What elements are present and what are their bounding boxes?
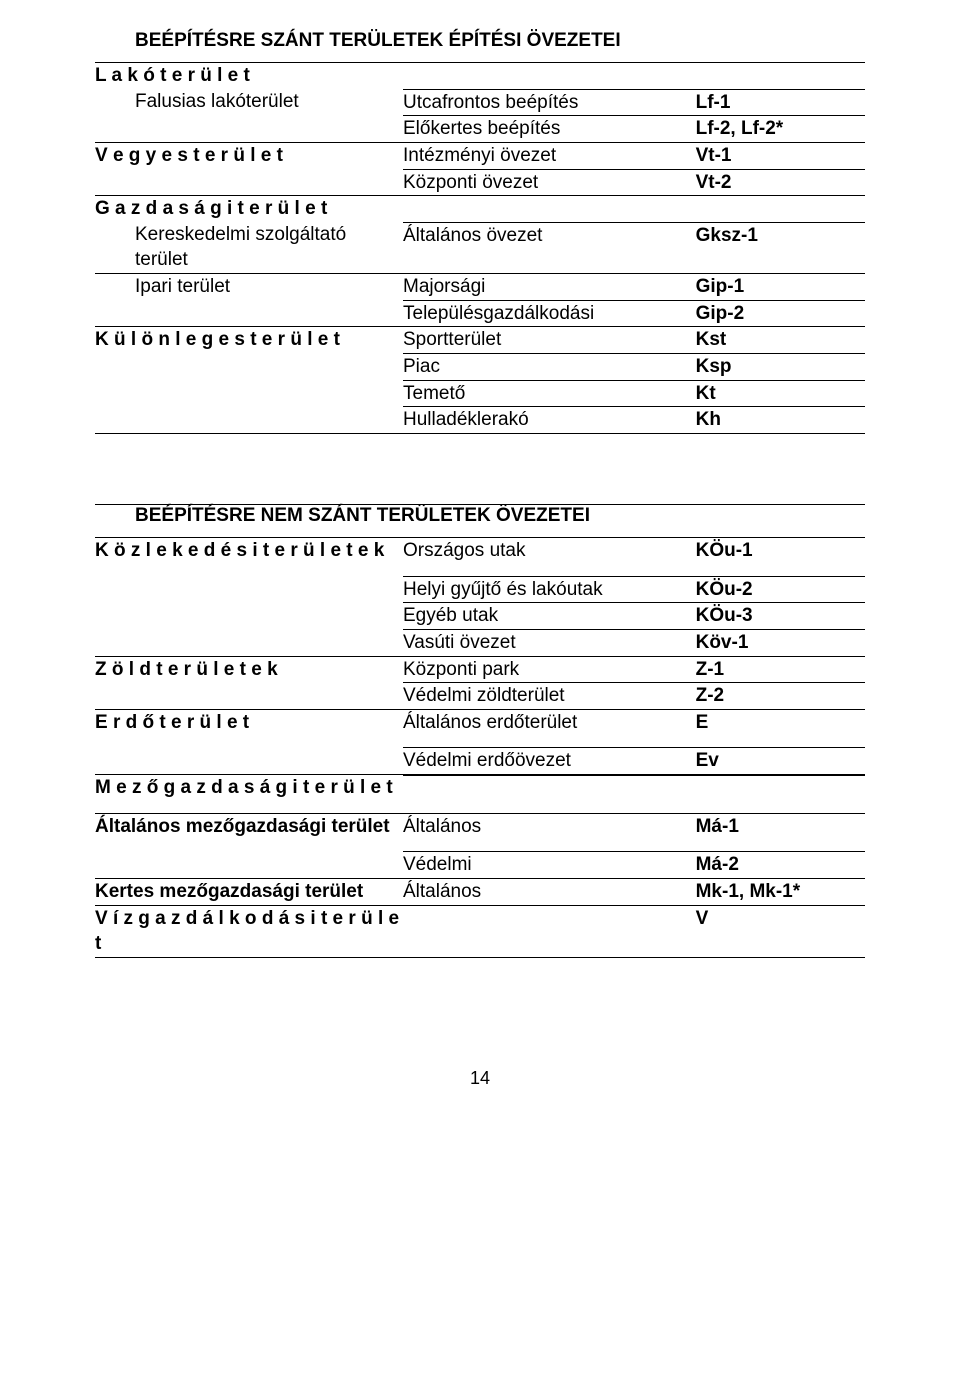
cell-code: Lf-2, Lf-2* <box>696 115 865 142</box>
cell-code: Má-1 <box>696 814 865 840</box>
cell-desc: Helyi gyűjtő és lakóutak <box>403 576 696 603</box>
cell-code: KÖu-1 <box>696 538 865 564</box>
cell-label: Általános mezőgazdasági terület <box>95 814 403 840</box>
cell-code: E <box>696 710 865 736</box>
cell-desc: Központi övezet <box>403 169 696 196</box>
cell-code: Má-2 <box>696 851 865 878</box>
cell-desc: Piac <box>403 353 696 380</box>
cell-label: M e z ő g a z d a s á g i t e r ü l e t <box>95 775 403 801</box>
cell-code: KÖu-2 <box>696 576 865 603</box>
document-page: BEÉPÍTÉSRE SZÁNT TERÜLETEK ÉPÍTÉSI ÖVEZE… <box>0 0 960 1129</box>
cell-desc: Védelmi zöldterület <box>403 682 696 709</box>
cell-code: Kt <box>696 380 865 407</box>
cell-desc: Általános erdőterület <box>403 710 696 736</box>
cell-code: Gip-2 <box>696 300 865 327</box>
cell-desc: Intézményi övezet <box>403 143 696 169</box>
section-heading: L a k ó t e r ü l e t <box>95 63 403 89</box>
cell-code: KÖu-3 <box>696 602 865 629</box>
page-number: 14 <box>95 1068 865 1089</box>
cell-label: Kereskedelmi szolgáltató terület <box>95 222 403 273</box>
cell-label: K ö z l e k e d é s i t e r ü l e t e k <box>95 538 403 564</box>
cell-code: Kh <box>696 406 865 434</box>
cell-desc: Vasúti övezet <box>403 629 696 656</box>
cell-desc: Központi park <box>403 657 696 683</box>
cell-code: Gip-1 <box>696 273 865 300</box>
cell-code: V <box>696 906 865 957</box>
cell-label: Ipari terület <box>95 273 403 300</box>
cell-label: Kertes mezőgazdasági terület <box>95 879 403 905</box>
cell-code: Ksp <box>696 353 865 380</box>
cell-desc: Országos utak <box>403 538 696 564</box>
table1-title: BEÉPÍTÉSRE SZÁNT TERÜLETEK ÉPÍTÉSI ÖVEZE… <box>95 30 865 52</box>
table2: K ö z l e k e d é s i t e r ü l e t e k … <box>95 537 865 958</box>
cell-desc: Egyéb utak <box>403 602 696 629</box>
table2-title: BEÉPÍTÉSRE NEM SZÁNT TERÜLETEK ÖVEZETEI <box>95 505 865 527</box>
cell-code: Z-1 <box>696 657 865 683</box>
table1: L a k ó t e r ü l e t Falusias lakóterül… <box>95 62 865 434</box>
cell-code: Mk-1, Mk-1* <box>696 879 865 905</box>
section-heading: K ü l ö n l e g e s t e r ü l e t <box>95 327 403 353</box>
cell-code: Z-2 <box>696 682 865 709</box>
cell-desc: Sportterület <box>403 327 696 353</box>
cell-code: Lf-1 <box>696 89 865 116</box>
cell-desc: Hulladéklerakó <box>403 406 696 434</box>
cell-code: Köv-1 <box>696 629 865 656</box>
cell-code: Gksz-1 <box>696 222 865 273</box>
cell-desc: Településgazdálkodási <box>403 300 696 327</box>
cell-desc: Általános <box>403 879 696 905</box>
cell-code: Vt-1 <box>696 143 865 169</box>
cell-code: Vt-2 <box>696 169 865 196</box>
cell-desc: Majorsági <box>403 273 696 300</box>
cell-label: Z ö l d t e r ü l e t e k <box>95 657 403 683</box>
cell-label: Falusias lakóterület <box>95 89 403 116</box>
cell-desc: Védelmi erdőövezet <box>403 747 696 774</box>
section-heading: G a z d a s á g i t e r ü l e t <box>95 196 403 222</box>
cell-desc: Előkertes beépítés <box>403 115 696 142</box>
cell-desc: Temető <box>403 380 696 407</box>
cell-code: Ev <box>696 747 865 774</box>
cell-desc: Utcafrontos beépítés <box>403 89 696 116</box>
cell-label: E r d ő t e r ü l e t <box>95 710 403 736</box>
cell-desc: Általános övezet <box>403 222 696 273</box>
cell-desc: Védelmi <box>403 851 696 878</box>
section-heading: V e g y e s t e r ü l e t <box>95 143 403 169</box>
cell-desc: Általános <box>403 814 696 840</box>
cell-code: Kst <box>696 327 865 353</box>
cell-label: V í z g a z d á l k o d á s i t e r ü l … <box>95 906 403 957</box>
